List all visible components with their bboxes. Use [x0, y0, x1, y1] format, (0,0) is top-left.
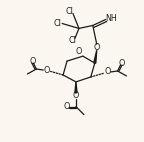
Text: NH: NH: [106, 14, 118, 23]
Text: Cl: Cl: [65, 7, 73, 16]
Text: O: O: [64, 102, 70, 111]
Text: O: O: [76, 47, 82, 56]
Text: Cl: Cl: [68, 36, 76, 45]
Text: O: O: [94, 43, 100, 52]
Text: O: O: [43, 65, 49, 75]
Polygon shape: [94, 50, 97, 63]
Text: O: O: [73, 91, 79, 100]
Text: O: O: [104, 67, 111, 77]
Text: O: O: [118, 59, 125, 68]
Text: Cl: Cl: [53, 19, 61, 28]
Polygon shape: [75, 82, 77, 93]
Text: O: O: [29, 57, 36, 66]
